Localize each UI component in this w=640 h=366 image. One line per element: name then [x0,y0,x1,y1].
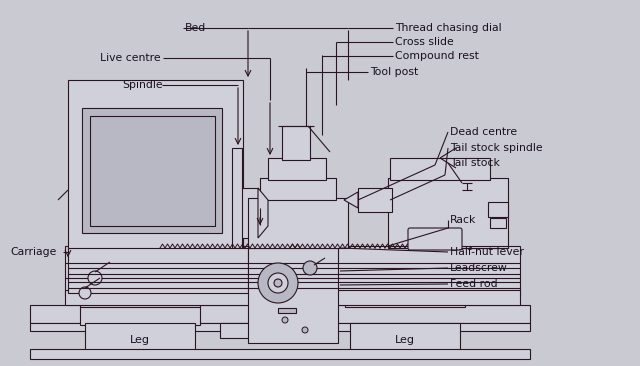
Text: Thread chasing dial: Thread chasing dial [395,23,502,33]
Text: Spindle: Spindle [122,80,163,90]
Text: Tail stock: Tail stock [450,158,500,168]
Bar [232,148,242,248]
Text: Dead centre: Dead centre [450,127,517,137]
Bar [30,323,530,331]
Bar [260,178,336,200]
Circle shape [282,317,288,323]
Bar [248,198,348,248]
Text: Compound rest: Compound rest [395,51,479,61]
Circle shape [79,287,91,299]
Bar [30,349,530,359]
Text: Tail stock spindle: Tail stock spindle [450,143,543,153]
Circle shape [303,261,317,275]
Bar [390,158,490,180]
Bar [80,295,200,307]
Polygon shape [258,188,268,238]
Bar [358,188,392,212]
Bar [65,246,520,296]
Bar [68,248,248,293]
Text: Leg: Leg [395,335,415,345]
Bar [350,323,460,351]
Bar [80,307,200,325]
Circle shape [302,327,308,333]
Text: Rack: Rack [450,215,476,225]
Text: Feed rod: Feed rod [450,279,498,289]
Bar [248,248,338,343]
Bar [278,308,296,313]
Text: Half-nut lever: Half-nut lever [450,247,524,257]
Polygon shape [344,192,358,208]
Bar [282,126,310,160]
Bar [238,188,258,238]
Text: Carriage: Carriage [10,247,56,257]
Bar [65,290,520,305]
Bar [85,323,195,351]
Circle shape [88,271,102,285]
Bar [90,116,215,226]
Bar [82,108,222,233]
Circle shape [274,279,282,287]
Text: Live centre: Live centre [100,53,161,63]
Text: Leg: Leg [130,335,150,345]
Circle shape [268,273,288,293]
Text: Bed: Bed [185,23,206,33]
Bar [268,158,326,180]
Bar [488,202,508,217]
Bar [388,246,508,248]
Text: Cross slide: Cross slide [395,37,454,47]
Text: Tool post: Tool post [370,67,419,77]
Bar [220,323,310,338]
Text: Leadscrew: Leadscrew [450,263,508,273]
Bar [30,305,530,323]
FancyBboxPatch shape [408,228,462,250]
Bar [345,295,465,307]
Circle shape [258,263,298,303]
Bar [388,178,508,248]
Bar [68,80,243,250]
Bar [490,218,506,228]
